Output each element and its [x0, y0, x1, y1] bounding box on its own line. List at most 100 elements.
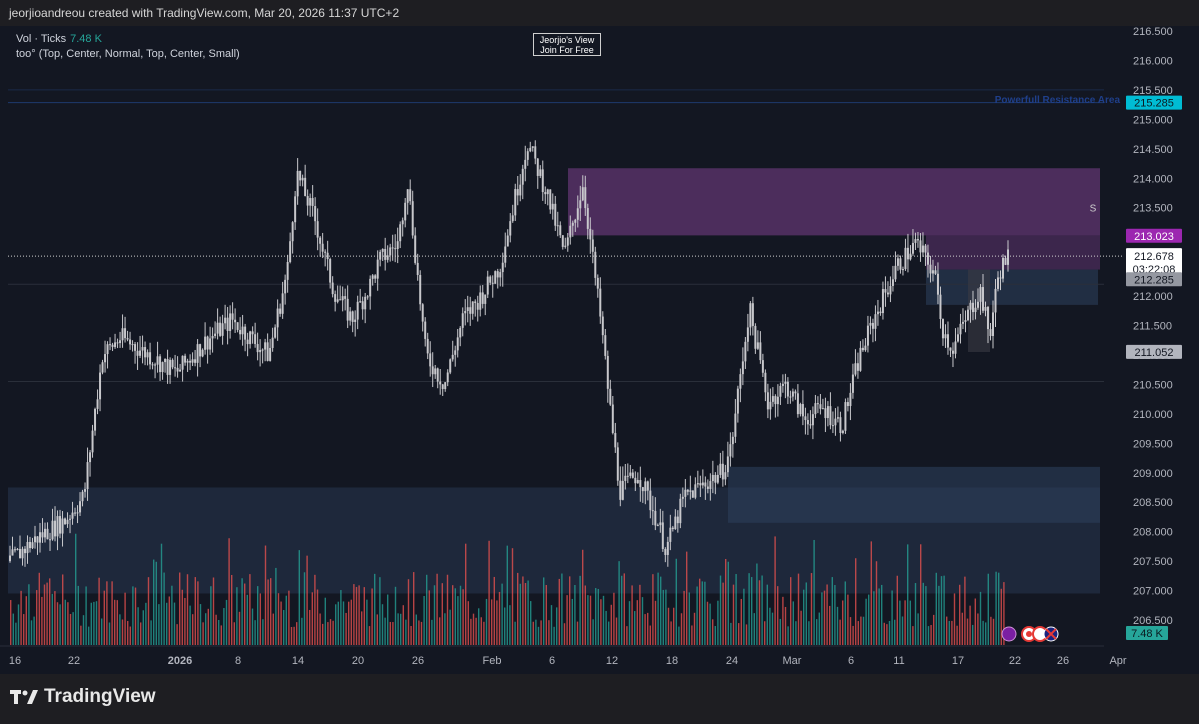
candle-body [821, 408, 824, 410]
candle-body [301, 177, 304, 181]
candle-body [644, 481, 647, 492]
volume-bar [428, 590, 430, 645]
event-icons[interactable] [1001, 626, 1059, 642]
volume-bar [626, 626, 628, 645]
candle-body [994, 288, 997, 313]
candle-body [791, 391, 794, 397]
candle-body [539, 169, 542, 176]
candle-body [696, 483, 699, 485]
candle-body [296, 170, 299, 197]
candle-body [311, 198, 314, 207]
candle-body [769, 401, 772, 410]
candle-body [984, 307, 987, 311]
volume-bar [886, 624, 888, 645]
candle-body [829, 406, 832, 426]
candle-body [584, 187, 587, 209]
volume-bar [548, 620, 550, 645]
candle-body [196, 344, 199, 363]
candle-body [734, 413, 737, 437]
candle-body [179, 369, 182, 372]
time-axis[interactable]: 16 22 2026 8 14 20 26 Feb 6 12 18 24 Mar 6 11 17 22 26 Apr [0, 645, 1127, 667]
volume-bar [909, 600, 911, 645]
volume-bar [20, 590, 22, 645]
candle-body [719, 463, 722, 475]
candle-body [624, 475, 627, 481]
candle-body [524, 159, 527, 169]
candle-body [389, 247, 392, 256]
volume-bar [374, 573, 376, 645]
candle-body [69, 518, 72, 520]
volume-bar [316, 589, 319, 645]
volume-bar [514, 621, 516, 645]
candle-body [366, 296, 369, 298]
x-tick-label: 18 [666, 655, 678, 667]
candle-body [776, 396, 779, 405]
volume-bar [912, 626, 914, 645]
candle-body [704, 482, 707, 487]
candle-body [589, 228, 592, 240]
candle-body [34, 536, 37, 543]
price-axis[interactable]: 216.500 216.000 215.500 215.000 214.500 214.0… [1133, 26, 1173, 627]
candle-body [86, 462, 89, 490]
volume-bar [491, 599, 493, 645]
promo-badge[interactable]: Jeorjio's View Join For Free [533, 33, 601, 56]
candle-body [894, 265, 897, 280]
volume-bar [829, 605, 831, 645]
volume-bar [137, 607, 139, 645]
level3-price-tag: 211.052 [1135, 347, 1174, 359]
candle-body [101, 362, 104, 373]
volume-bar [774, 536, 776, 645]
candle-body [374, 275, 377, 279]
candle-body [399, 224, 402, 242]
volume-bar [376, 614, 378, 645]
price-chart[interactable]: Powerfull Resistance Area S 216.500 216.00… [0, 26, 1199, 674]
candle-body [469, 307, 472, 314]
tradingview-brand[interactable]: TradingView [10, 686, 156, 708]
candle-body [511, 215, 514, 222]
volume-bar [205, 613, 207, 645]
candle-body [391, 247, 394, 249]
candle-body [361, 301, 364, 310]
volume-bar [181, 589, 183, 645]
candle-body [581, 187, 584, 201]
legend-volume[interactable]: Vol · Ticks 7.48 K [16, 32, 240, 47]
volume-bar [392, 622, 394, 645]
candle-body [689, 490, 692, 492]
candle-body [816, 403, 819, 405]
candle-body [964, 320, 967, 322]
volume-bar [605, 610, 607, 645]
candle-body [746, 327, 749, 342]
volume-bar [75, 533, 77, 645]
volume-bar [361, 611, 363, 645]
candle-body [949, 347, 952, 351]
candle-body [834, 418, 837, 426]
volume-bar [563, 623, 566, 645]
volume-bar [688, 592, 690, 645]
uk-flag-cross-2 [1045, 628, 1057, 640]
candle-body [716, 474, 719, 483]
candle-body [561, 235, 564, 247]
candle-body [104, 354, 107, 363]
candle-body [841, 430, 844, 433]
candle-body [946, 334, 949, 348]
volume-bar [192, 614, 194, 645]
volume-bar [384, 617, 386, 645]
candle-body [629, 472, 632, 476]
volume-bar [155, 561, 157, 645]
volume-bar [62, 574, 64, 645]
candle-body [271, 337, 274, 348]
candle-body [499, 272, 502, 278]
candle-body [514, 189, 517, 216]
volume-bar [95, 601, 98, 645]
supply-zone [568, 168, 1100, 236]
candle-body [344, 296, 347, 299]
candle-body [596, 277, 599, 289]
volume-bar [735, 574, 737, 645]
candle-body [504, 246, 507, 263]
y-tick-label: 212.000 [1133, 291, 1173, 303]
candle-body [79, 501, 82, 513]
volume-bar [420, 621, 423, 645]
resistance-price-tag-bg [1126, 95, 1182, 110]
y-tick-label: 208.000 [1133, 527, 1173, 539]
legend-indicator[interactable]: too° (Top, Center, Normal, Top, Center, … [16, 48, 240, 60]
